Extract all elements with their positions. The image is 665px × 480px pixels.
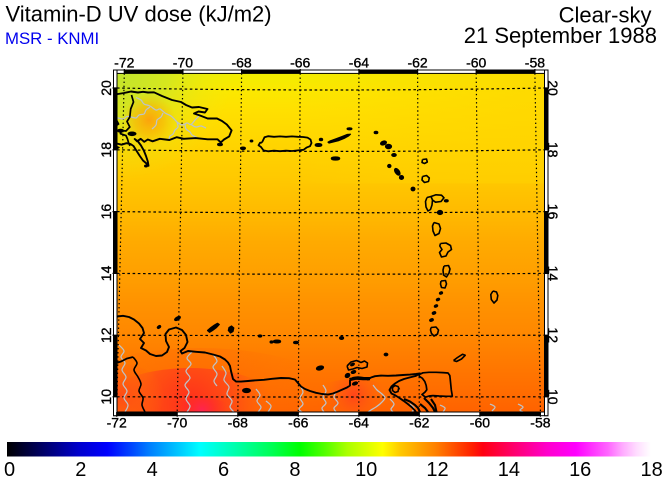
- svg-text:12: 12: [545, 327, 561, 343]
- svg-text:14: 14: [98, 265, 114, 281]
- svg-text:20: 20: [545, 80, 561, 96]
- svg-text:-60: -60: [470, 414, 490, 430]
- svg-text:-58: -58: [525, 55, 545, 71]
- svg-text:-72: -72: [114, 55, 134, 71]
- svg-text:10: 10: [98, 389, 114, 405]
- svg-text:16: 16: [569, 459, 591, 480]
- svg-text:0: 0: [4, 459, 15, 480]
- svg-text:2: 2: [75, 459, 86, 480]
- svg-text:-62: -62: [409, 414, 429, 430]
- svg-text:-70: -70: [167, 414, 187, 430]
- svg-text:-68: -68: [231, 55, 251, 71]
- svg-text:MSR - KNMI: MSR - KNMI: [5, 29, 99, 48]
- svg-text:-70: -70: [173, 55, 193, 71]
- svg-text:-62: -62: [407, 55, 427, 71]
- svg-text:20: 20: [98, 80, 114, 96]
- svg-text:-66: -66: [288, 414, 308, 430]
- svg-text:16: 16: [545, 204, 561, 220]
- svg-text:-58: -58: [530, 414, 550, 430]
- svg-text:21 September 1988: 21 September 1988: [464, 23, 657, 48]
- svg-text:8: 8: [289, 459, 300, 480]
- svg-text:14: 14: [545, 266, 561, 282]
- svg-text:12: 12: [426, 459, 448, 480]
- svg-text:14: 14: [498, 459, 520, 480]
- svg-text:-60: -60: [466, 55, 486, 71]
- svg-text:12: 12: [98, 327, 114, 343]
- svg-text:-68: -68: [228, 414, 248, 430]
- svg-text:-72: -72: [107, 414, 127, 430]
- svg-text:16: 16: [98, 204, 114, 220]
- svg-text:Vitamin-D UV dose (kJ/m2): Vitamin-D UV dose (kJ/m2): [6, 2, 272, 27]
- svg-text:6: 6: [218, 459, 229, 480]
- svg-text:18: 18: [98, 142, 114, 158]
- svg-text:10: 10: [545, 389, 561, 405]
- svg-text:18: 18: [640, 459, 662, 480]
- svg-text:10: 10: [355, 459, 377, 480]
- svg-text:-64: -64: [349, 414, 369, 430]
- svg-text:-64: -64: [349, 55, 369, 71]
- svg-text:-66: -66: [290, 55, 310, 71]
- svg-text:4: 4: [147, 459, 158, 480]
- svg-text:18: 18: [545, 142, 561, 158]
- svg-text:Clear-sky: Clear-sky: [559, 3, 652, 28]
